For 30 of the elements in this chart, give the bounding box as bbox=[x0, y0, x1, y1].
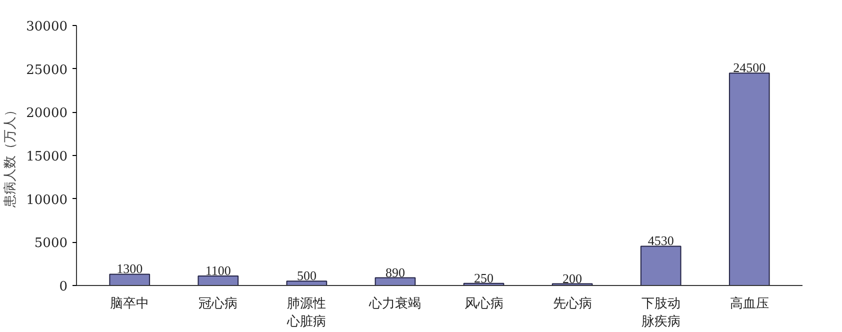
x-tick-label: 肺源性心脏病 bbox=[286, 296, 326, 330]
x-tick-label: 冠心病 bbox=[198, 296, 238, 312]
data-label: 4530 bbox=[648, 233, 674, 248]
bar bbox=[640, 246, 682, 286]
x-tick-label: 脑卒中 bbox=[110, 296, 150, 312]
x-tick-label: 心力衰竭 bbox=[368, 296, 422, 312]
bar bbox=[374, 277, 416, 286]
data-label: 1300 bbox=[116, 261, 143, 276]
y-tick-label: 0 bbox=[59, 280, 68, 294]
bar bbox=[109, 274, 150, 286]
y-axis-title: 患病人数（万人） bbox=[3, 104, 18, 208]
y-tick-label: 10000 bbox=[26, 192, 68, 208]
data-label: 24500 bbox=[733, 60, 766, 76]
x-tick-label: 高血压 bbox=[730, 296, 769, 312]
y-tick-label: 30000 bbox=[26, 20, 68, 34]
data-label: 250 bbox=[474, 270, 494, 286]
y-tick-label: 15000 bbox=[26, 150, 68, 164]
bar bbox=[198, 275, 239, 286]
x-tick-label: 风心病 bbox=[464, 296, 504, 312]
data-label: 890 bbox=[385, 264, 405, 280]
bar bbox=[728, 72, 770, 286]
y-tick-label: 5000 bbox=[34, 236, 68, 252]
x-tick-label: 先心病 bbox=[552, 296, 592, 312]
y-tick-label: 25000 bbox=[26, 62, 68, 78]
x-tick-label: 下肢动脉疾病 bbox=[641, 296, 680, 330]
data-label: 500 bbox=[296, 268, 316, 284]
y-tick-label: 20000 bbox=[26, 106, 68, 122]
data-label: 1100 bbox=[205, 262, 231, 278]
bar bbox=[286, 280, 328, 286]
data-label: 200 bbox=[562, 270, 582, 286]
